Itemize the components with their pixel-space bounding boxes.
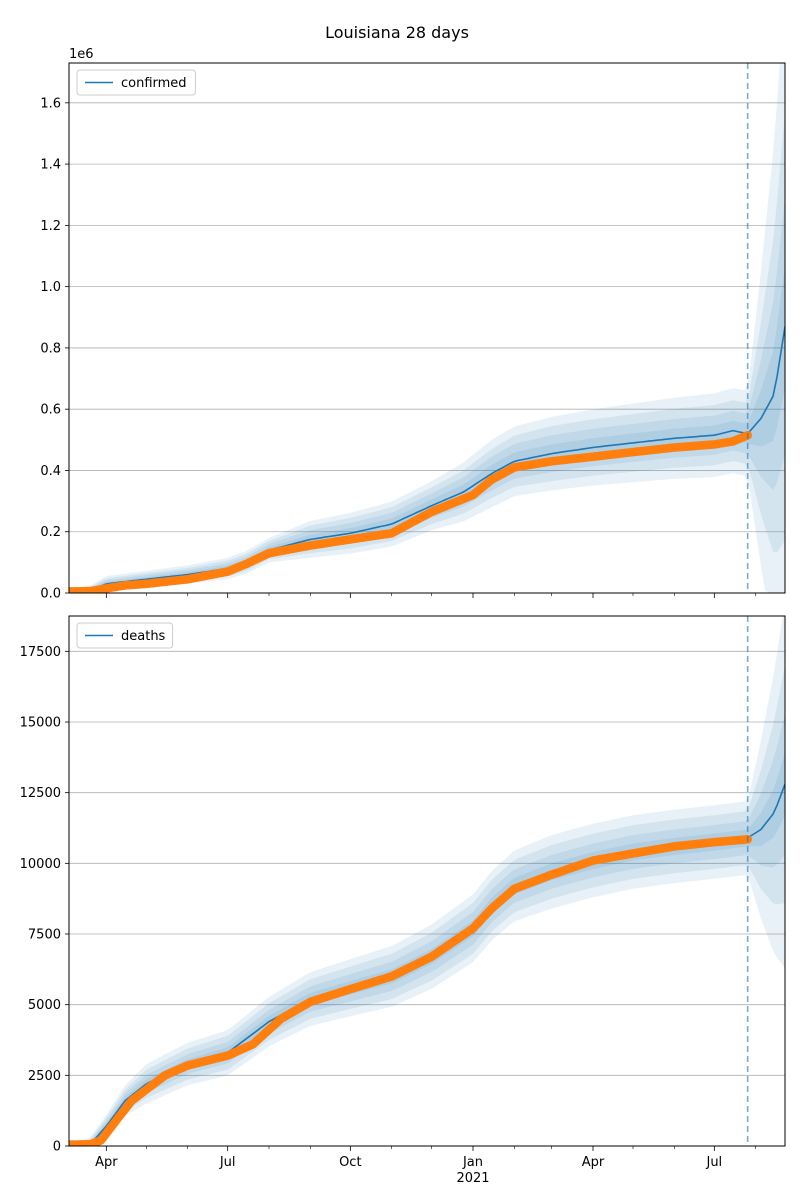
uncertainty-band: [69, 63, 785, 593]
y-tick-label: 12500: [20, 786, 61, 801]
y-tick-label: 1.4: [40, 158, 61, 173]
legend: confirmed: [76, 69, 196, 96]
x-tick-label: Jul: [705, 1155, 722, 1170]
y-tick-label: 10000: [20, 857, 61, 872]
deaths-panel: 0 2500 5000 7500 10000 12500 15000 17500 Apr Jul O…: [20, 615, 786, 1186]
y-tick-label: 15000: [20, 716, 61, 731]
y-tick-label: 0.4: [40, 464, 61, 479]
uncertainty-band: [69, 112, 785, 593]
plot-area: [69, 63, 785, 593]
plot-area: [69, 616, 785, 1146]
x-tick-label: Jan: [462, 1155, 483, 1170]
y-offset-label: 1e6: [69, 47, 94, 62]
x-tick-label: Apr: [95, 1155, 118, 1170]
legend: deaths: [76, 622, 174, 649]
y-tick-label: 7500: [28, 928, 61, 943]
y-tick-label: 0.6: [40, 403, 61, 418]
x-tick-label: Apr: [582, 1155, 605, 1170]
axes-frame: [68, 615, 786, 1147]
axes-frame: [68, 62, 786, 594]
observed-series: [69, 835, 752, 1146]
y-tick-label: 17500: [20, 645, 61, 660]
legend-label: confirmed: [121, 76, 187, 91]
y-tick-label: 1.2: [40, 219, 61, 234]
confirmed-panel: 0.0 0.2 0.4 0.6 0.8 1.0 1.2 1.4 1.6 1e6 confirmed: [40, 47, 786, 602]
y-tick-label: 1.6: [40, 96, 61, 111]
model-line: [69, 326, 785, 593]
legend-box: [76, 69, 196, 96]
legend-box: [76, 622, 174, 649]
y-tick-label: 0.8: [40, 341, 61, 356]
figure-title: Louisiana 28 days: [325, 23, 469, 42]
y-tick-label: 0.2: [40, 525, 61, 540]
uncertainty-band: [69, 753, 785, 1146]
y-tick-label: 5000: [28, 998, 61, 1013]
y-tick-label: 0.0: [40, 587, 61, 602]
legend-label: deaths: [121, 629, 166, 644]
x-tick-label: Oct: [339, 1155, 361, 1170]
y-tick-label: 1.0: [40, 280, 61, 295]
x-year-label: 2021: [456, 1171, 489, 1186]
uncertainty-band: [69, 665, 785, 1146]
y-tick-label: 0: [53, 1140, 61, 1155]
y-tick-label: 2500: [28, 1069, 61, 1084]
observed-series: [69, 430, 752, 593]
x-tick-label: Jul: [219, 1155, 236, 1170]
